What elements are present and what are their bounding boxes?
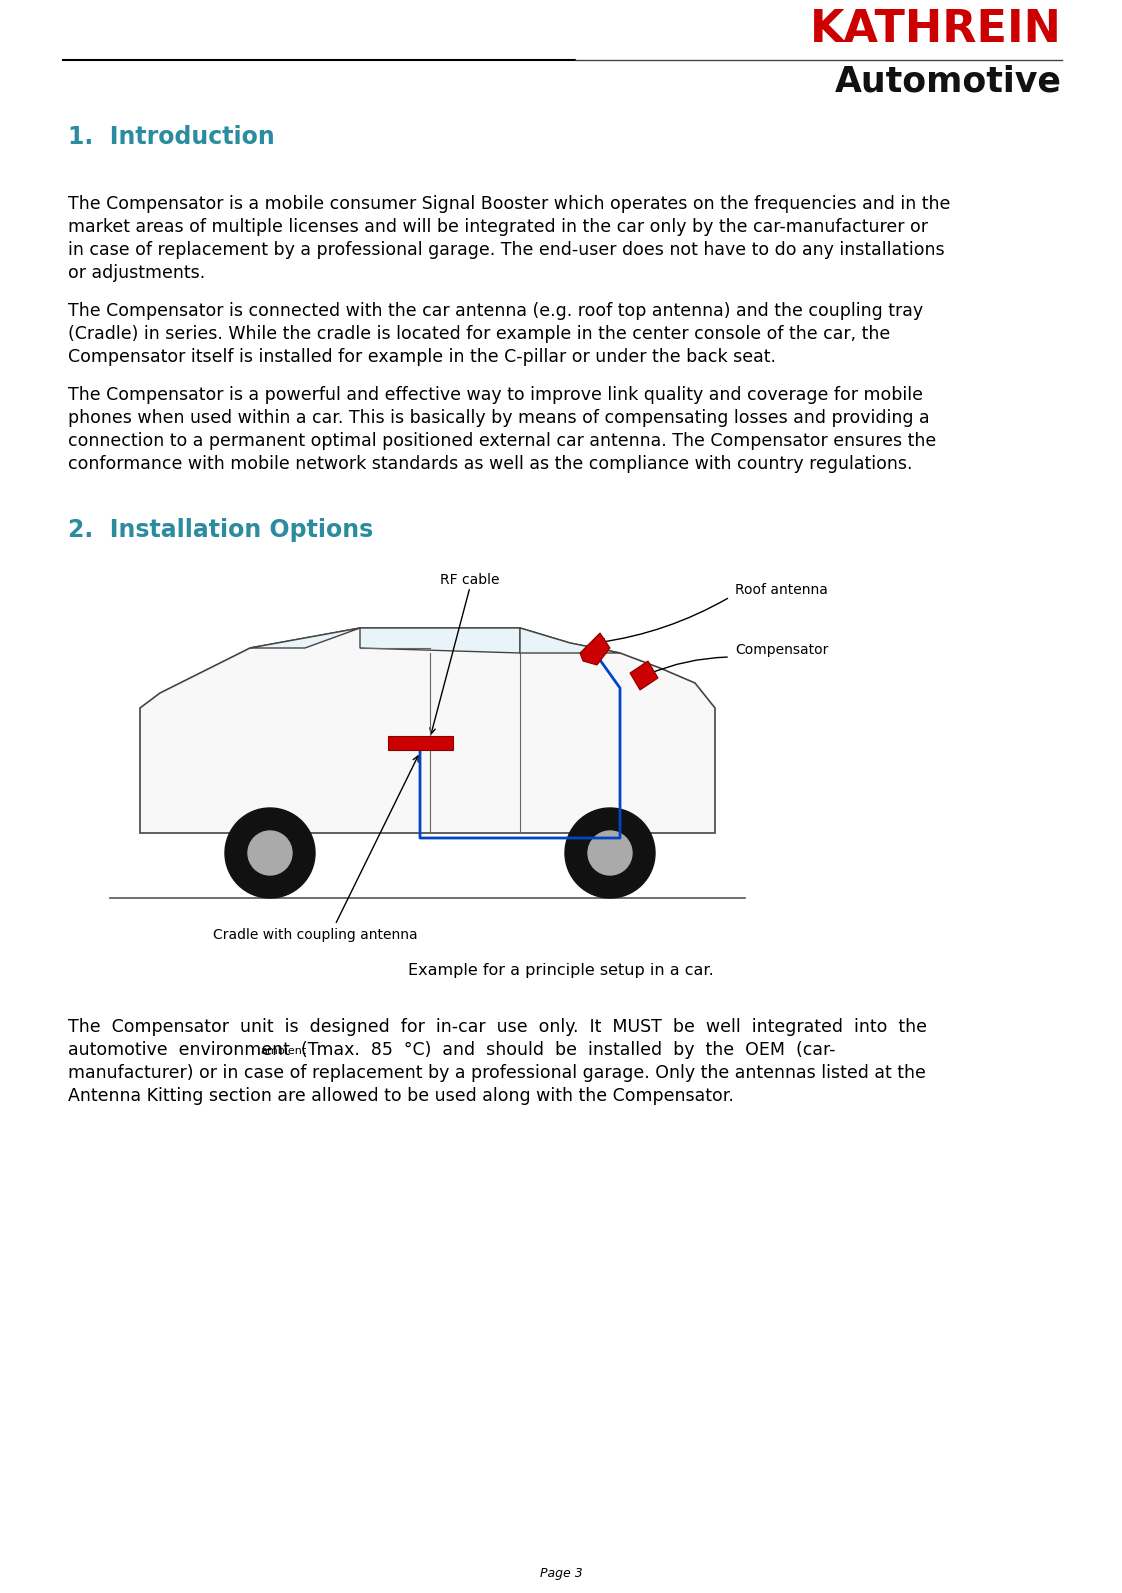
Text: KATHREIN: KATHREIN [810,8,1063,51]
Circle shape [248,832,292,875]
Polygon shape [629,661,657,690]
Text: Automotive: Automotive [835,65,1063,99]
Polygon shape [140,628,715,833]
Text: (Cradle) in series. While the cradle is located for example in the center consol: (Cradle) in series. While the cradle is … [68,325,890,342]
Circle shape [588,832,632,875]
Text: Cradle with coupling antenna: Cradle with coupling antenna [213,929,417,941]
Circle shape [226,808,315,898]
Text: RF cable: RF cable [440,573,499,586]
Text: The Compensator is a mobile consumer Signal Booster which operates on the freque: The Compensator is a mobile consumer Sig… [68,194,950,213]
Text: ambient: ambient [260,1047,306,1056]
Text: Compensator: Compensator [735,644,828,656]
Text: connection to a permanent optimal positioned external car antenna. The Compensat: connection to a permanent optimal positi… [68,432,936,449]
Text: The  Compensator  unit  is  designed  for  in-car  use  only.  It  MUST  be  wel: The Compensator unit is designed for in-… [68,1018,927,1035]
Text: in case of replacement by a professional garage. The end-user does not have to d: in case of replacement by a professional… [68,241,945,260]
Polygon shape [360,628,519,653]
Text: automotive  environment  (T: automotive environment (T [68,1040,319,1059]
Text: conformance with mobile network standards as well as the compliance with country: conformance with mobile network standard… [68,456,912,473]
Text: The Compensator is a powerful and effective way to improve link quality and cove: The Compensator is a powerful and effect… [68,386,923,405]
Circle shape [565,808,655,898]
Text: manufacturer) or in case of replacement by a professional garage. Only the anten: manufacturer) or in case of replacement … [68,1064,926,1082]
Text: 2.  Installation Options: 2. Installation Options [68,518,374,542]
Bar [388,736,453,750]
Text: or adjustments.: or adjustments. [68,264,205,282]
Text: Roof antenna: Roof antenna [735,583,828,597]
Text: market areas of multiple licenses and will be integrated in the car only by the : market areas of multiple licenses and wi… [68,218,928,236]
Text: The Compensator is connected with the car antenna (e.g. roof top antenna) and th: The Compensator is connected with the ca… [68,303,923,320]
Polygon shape [519,628,620,653]
Text: 1.  Introduction: 1. Introduction [68,124,275,150]
Text: max.  85  °C)  and  should  be  installed  by  the  OEM  (car-: max. 85 °C) and should be installed by t… [300,1040,836,1059]
Text: Example for a principle setup in a car.: Example for a principle setup in a car. [408,964,714,978]
Polygon shape [250,628,360,648]
Text: phones when used within a car. This is basically by means of compensating losses: phones when used within a car. This is b… [68,409,930,427]
Polygon shape [580,632,610,664]
Text: Antenna Kitting section are allowed to be used along with the Compensator.: Antenna Kitting section are allowed to b… [68,1086,734,1106]
Text: Page 3: Page 3 [540,1568,582,1580]
Text: Compensator itself is installed for example in the C-pillar or under the back se: Compensator itself is installed for exam… [68,347,776,366]
